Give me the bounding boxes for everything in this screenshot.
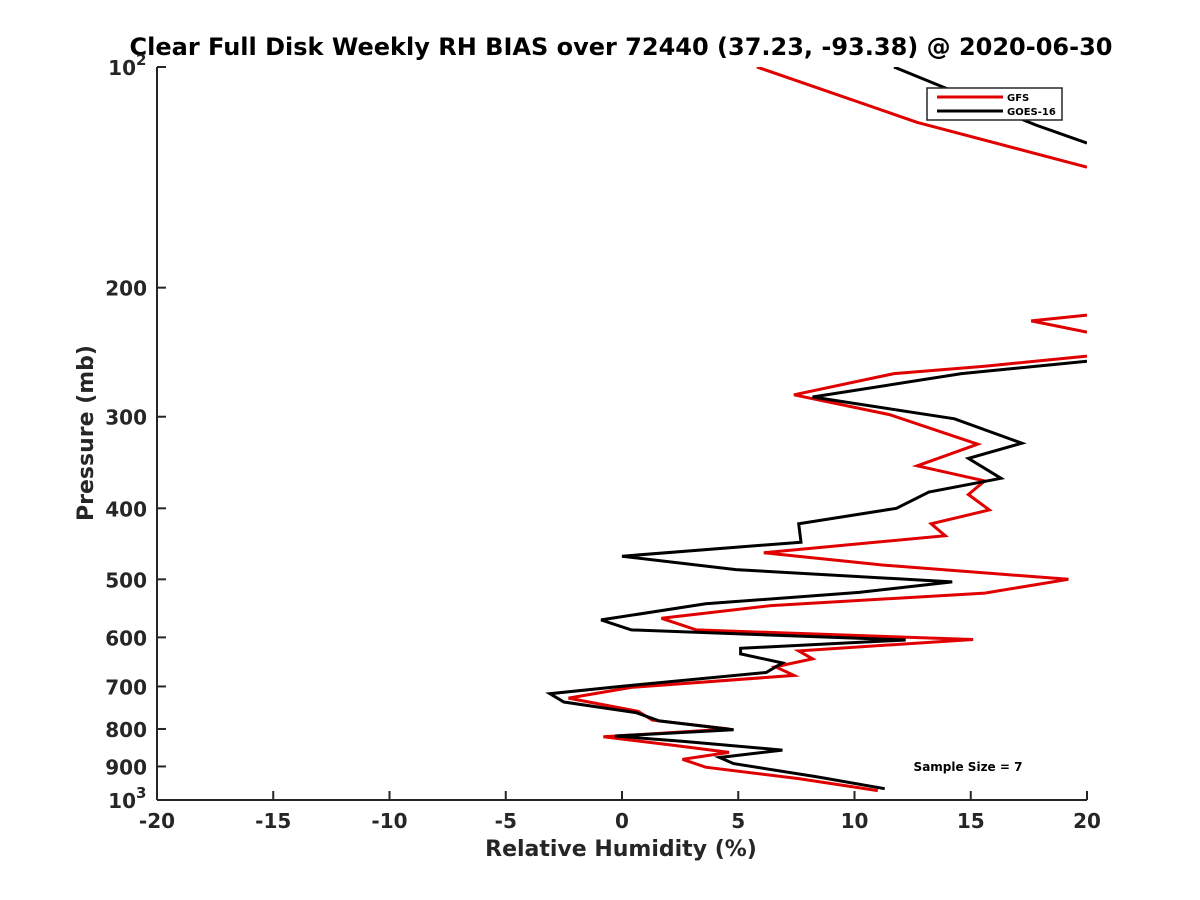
y-tick-label: 200 [105, 277, 147, 301]
y-tick-exponent: 3 [136, 784, 146, 802]
y-tick-label: 300 [105, 406, 147, 430]
x-tick-label: 20 [1073, 809, 1101, 833]
series-line-gfs-0 [756, 67, 1087, 169]
series-line-goes-16-1 [545, 359, 1087, 791]
y-tick-exponent: 2 [136, 51, 146, 69]
y-axis-label: Pressure (mb) [74, 345, 99, 521]
x-axis-ticks: -20 -15 -10 -5 0 5 10 15 20 [139, 791, 1101, 833]
sample-size-annotation: Sample Size = 7 [914, 760, 1023, 774]
chart-title: Clear Full Disk Weekly RH BIAS over 7244… [130, 33, 1113, 61]
y-tick-label: 900 [105, 755, 147, 779]
y-tick-label: 700 [105, 675, 147, 699]
series-line-gfs-1 [1030, 313, 1087, 334]
x-axis-label: Relative Humidity (%) [485, 837, 757, 862]
x-tick-label: -20 [139, 809, 175, 833]
series-line-gfs-2 [568, 354, 1087, 793]
y-tick-label: 400 [105, 497, 147, 521]
y-tick-label: 800 [105, 718, 147, 742]
x-tick-label: 10 [841, 809, 869, 833]
series-line-goes-16-0 [893, 67, 1087, 145]
legend-box [926, 87, 1063, 121]
y-tick-label: 600 [105, 626, 147, 650]
x-tick-label: -10 [371, 809, 407, 833]
legend: GFS GOES-16 [926, 87, 1063, 121]
y-tick-label: 10 [108, 789, 136, 813]
x-tick-label: 5 [731, 809, 745, 833]
x-tick-label: 0 [615, 809, 629, 833]
x-tick-label: -5 [495, 809, 517, 833]
x-tick-label: -15 [255, 809, 291, 833]
legend-label: GOES-16 [1007, 107, 1056, 118]
x-tick-label: 15 [957, 809, 985, 833]
y-tick-label: 500 [105, 568, 147, 592]
y-tick-label: 10 [108, 56, 136, 80]
legend-label: GFS [1007, 93, 1029, 104]
plot-series [545, 67, 1087, 793]
